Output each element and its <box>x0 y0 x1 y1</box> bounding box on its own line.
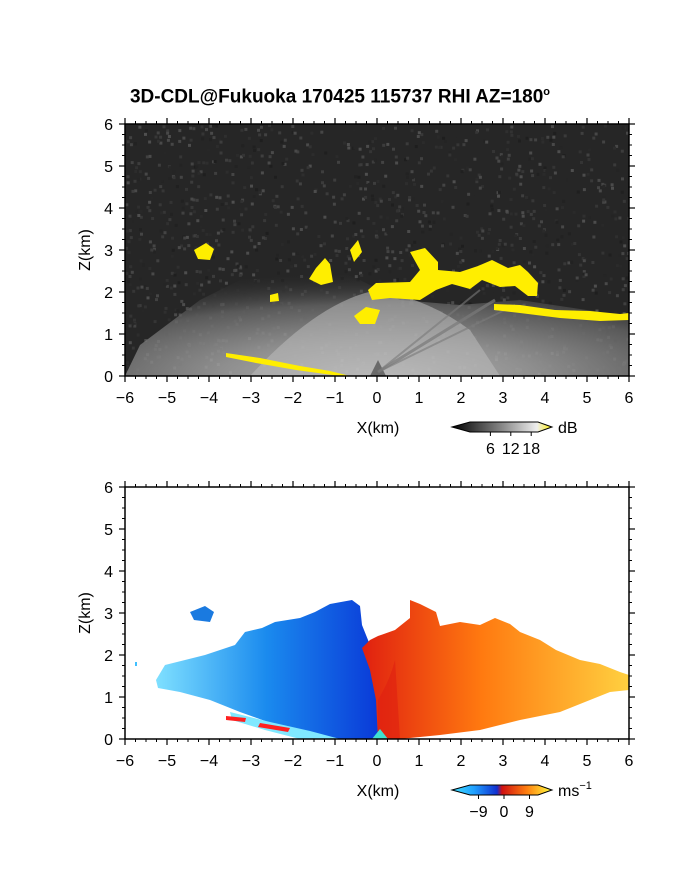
y-tick-label: 2 <box>104 285 113 302</box>
y-tick-label: 4 <box>104 201 113 218</box>
x-tick-label: 5 <box>583 390 592 407</box>
reflectivity-colorbar-unit: dB <box>558 420 578 437</box>
x-tick-label: −6 <box>116 753 134 770</box>
x-tick-label: −5 <box>158 390 176 407</box>
velocity-panel: −6 −5 −4 −3 −2 −1 0 1 2 3 4 5 6 0 1 2 3 4 5 6 X(km) Z(km) m… <box>77 480 635 821</box>
y-tick-label: 6 <box>104 117 113 134</box>
x-tick-label: −1 <box>326 753 344 770</box>
y-tick-label: 5 <box>104 522 113 539</box>
y-tick-label: 5 <box>104 159 113 176</box>
x-tick-label: 4 <box>541 390 550 407</box>
x-tick-label: 5 <box>583 753 592 770</box>
colorbar-tick-label: 12 <box>502 441 520 458</box>
x-tick-label: −3 <box>242 753 260 770</box>
reflectivity-colorbar: dB 6 12 18 <box>450 420 578 458</box>
x-tick-label: −4 <box>200 753 218 770</box>
velocity-colorbar-unit: ms−1 <box>558 780 592 800</box>
x-tick-label: −1 <box>326 390 344 407</box>
colorbar-tick-label: −9 <box>469 804 487 821</box>
x-tick-label: −2 <box>284 390 302 407</box>
x-tick-label: −2 <box>284 753 302 770</box>
x-tick-label: −3 <box>242 390 260 407</box>
velocity-y-axis-title: Z(km) <box>77 592 94 634</box>
y-tick-label: 3 <box>104 606 113 623</box>
y-tick-label: 6 <box>104 480 113 497</box>
x-tick-label: 4 <box>541 753 550 770</box>
colorbar-tick-label: 18 <box>522 441 540 458</box>
y-tick-label: 0 <box>104 732 113 749</box>
x-tick-label: 3 <box>499 390 508 407</box>
velocity-axes: −6 −5 −4 −3 −2 −1 0 1 2 3 4 5 6 0 1 2 3 4 5 6 <box>104 480 635 770</box>
x-tick-label: 0 <box>373 753 382 770</box>
x-tick-label: 6 <box>625 390 634 407</box>
chart-title: 3D-CDL@Fukuoka 170425 115737 RHI AZ=180o <box>129 86 551 108</box>
x-tick-label: 3 <box>499 753 508 770</box>
colorbar-tick-label: 9 <box>525 804 534 821</box>
reflectivity-axes: −6 −5 −4 −3 −2 −1 0 1 2 3 4 5 6 0 1 2 3 4 5 6 <box>104 117 635 407</box>
x-tick-label: 2 <box>457 390 466 407</box>
high-reflectivity-echoes <box>194 240 629 376</box>
colorbar-tick-label: 6 <box>486 441 495 458</box>
reflectivity-y-axis-title: Z(km) <box>77 229 94 271</box>
x-tick-label: 0 <box>373 390 382 407</box>
velocity-colorbar: ms−1 −9 0 9 <box>450 780 592 821</box>
x-tick-label: 1 <box>415 753 424 770</box>
reflectivity-x-axis-title: X(km) <box>357 420 400 437</box>
velocity-x-axis-title: X(km) <box>357 783 400 800</box>
x-tick-label: −4 <box>200 390 218 407</box>
y-tick-label: 3 <box>104 243 113 260</box>
x-tick-label: −5 <box>158 753 176 770</box>
velocity-field <box>135 600 629 739</box>
x-tick-label: 1 <box>415 390 424 407</box>
y-tick-label: 0 <box>104 369 113 386</box>
y-tick-label: 2 <box>104 648 113 665</box>
y-tick-label: 1 <box>104 327 113 344</box>
x-tick-label: 6 <box>625 753 634 770</box>
x-tick-label: 2 <box>457 753 466 770</box>
x-tick-label: −6 <box>116 390 134 407</box>
y-tick-label: 4 <box>104 564 113 581</box>
reflectivity-field <box>125 124 629 376</box>
colorbar-tick-label: 0 <box>500 804 509 821</box>
y-tick-label: 1 <box>104 690 113 707</box>
